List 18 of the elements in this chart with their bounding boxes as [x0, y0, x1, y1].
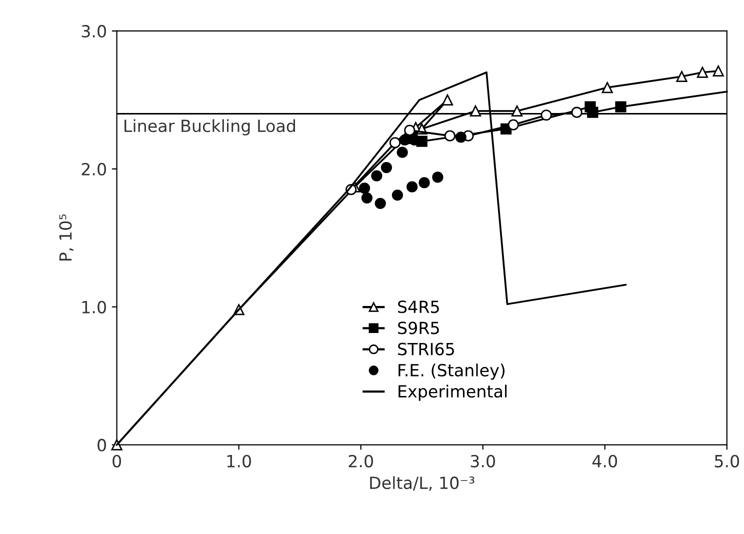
x-tick-label: 0 — [112, 454, 122, 468]
x-tick-label: 2.0 — [348, 454, 373, 468]
y-tick-label: 1.0 — [82, 300, 106, 314]
y-tick-label: 0 — [98, 438, 106, 452]
legend-label: F.E. (Stanley) — [398, 364, 505, 380]
x-tick-label: 1.0 — [227, 454, 251, 468]
y-tick-label: 3.0 — [82, 24, 106, 38]
x-tick-label: 3.0 — [470, 454, 496, 468]
x-tick-label: 4.0 — [592, 454, 618, 468]
legend-label: STRI65 — [398, 342, 454, 356]
legend-label: Experimental — [398, 384, 507, 401]
legend-label: S4R5 — [398, 300, 439, 314]
y-axis-title: P, 10⁵ — [59, 214, 74, 261]
y-tick-label: 2.0 — [82, 162, 106, 176]
ref-line-label: Linear Buckling Load — [124, 119, 295, 136]
x-axis-title: Delta/L, 10⁻³ — [370, 476, 474, 491]
x-tick-label: 5.0 — [714, 454, 740, 468]
legend-label: S9R5 — [398, 322, 439, 334]
